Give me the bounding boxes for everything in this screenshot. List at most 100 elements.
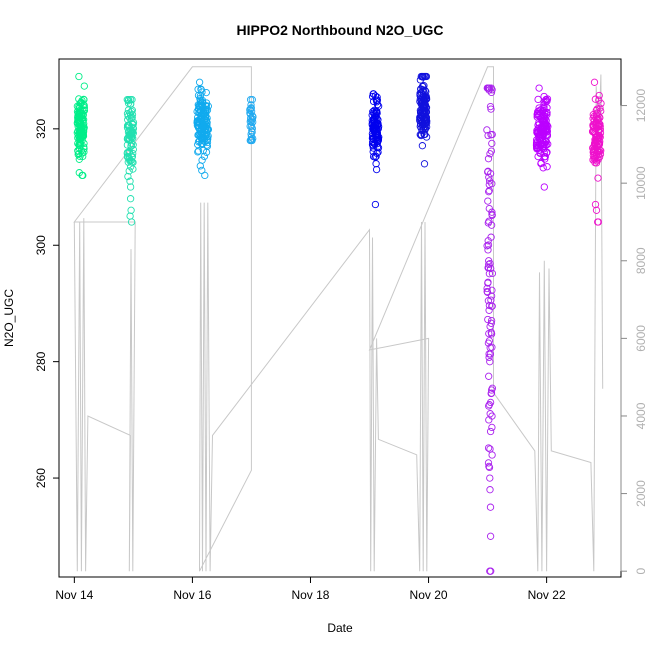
- data-point: [200, 152, 209, 161]
- data-point: [486, 398, 495, 407]
- data-point: [196, 92, 205, 100]
- data-point: [80, 96, 88, 104]
- data-point: [485, 463, 494, 472]
- data-point: [485, 353, 493, 362]
- data-point: [539, 164, 547, 172]
- data-point: [543, 163, 551, 171]
- data-point: [487, 296, 495, 304]
- y-tick-label: 260: [34, 468, 48, 488]
- y2-tick-label: 8000: [634, 247, 648, 274]
- data-point: [592, 106, 600, 115]
- data-point: [125, 167, 133, 175]
- data-point: [590, 78, 599, 86]
- data-point: [129, 158, 137, 167]
- data-point: [74, 134, 82, 142]
- data-point: [592, 122, 601, 131]
- data-point: [487, 84, 495, 92]
- points-layer: [73, 72, 605, 575]
- data-point: [535, 120, 543, 129]
- data-point: [80, 82, 88, 90]
- data-point: [485, 173, 493, 181]
- data-point: [591, 200, 600, 209]
- x-tick-label: Nov 20: [410, 588, 448, 602]
- data-point: [595, 147, 603, 156]
- data-point: [484, 84, 492, 92]
- data-point: [485, 372, 493, 380]
- data-point: [422, 95, 431, 103]
- data-point: [535, 107, 543, 115]
- data-point: [483, 242, 491, 250]
- data-point: [123, 135, 132, 143]
- data-point: [538, 131, 546, 139]
- data-point: [247, 133, 256, 141]
- x-axis-label: Date: [327, 621, 353, 635]
- data-point: [128, 96, 136, 104]
- data-point: [485, 402, 493, 410]
- data-point: [594, 114, 602, 123]
- data-point: [484, 131, 492, 140]
- data-point: [201, 126, 209, 134]
- data-point: [591, 135, 599, 144]
- data-point: [126, 195, 135, 203]
- data-point: [485, 416, 493, 424]
- series-6: [416, 72, 431, 168]
- data-point: [124, 106, 133, 114]
- x-tick-label: Nov 14: [55, 588, 93, 602]
- y-tick-label: 320: [34, 119, 48, 139]
- data-point: [421, 125, 429, 134]
- data-point: [484, 315, 492, 324]
- data-point: [124, 128, 133, 136]
- data-point: [485, 306, 493, 314]
- data-point: [594, 218, 602, 226]
- data-point: [75, 110, 84, 118]
- data-point: [594, 174, 602, 182]
- data-point: [202, 88, 210, 97]
- data-point: [485, 462, 493, 471]
- series-3: [193, 78, 213, 180]
- data-point: [537, 140, 545, 148]
- data-point: [488, 210, 496, 219]
- data-point: [203, 142, 212, 150]
- data-point: [127, 123, 135, 132]
- data-point: [483, 287, 491, 296]
- data-point: [596, 138, 604, 146]
- data-point: [126, 212, 134, 220]
- series-1: [73, 72, 89, 180]
- data-point: [487, 386, 496, 394]
- data-point: [590, 155, 599, 163]
- y2-tick-label: 4000: [634, 402, 648, 429]
- data-point: [370, 127, 378, 135]
- data-point: [248, 136, 256, 145]
- y-axis: 260 280 300 320: [34, 119, 60, 488]
- data-point: [543, 132, 552, 140]
- data-point: [201, 171, 209, 180]
- data-point: [534, 95, 542, 104]
- data-point: [540, 140, 549, 149]
- data-point: [485, 301, 494, 310]
- data-point: [592, 159, 601, 167]
- data-point: [416, 114, 424, 122]
- data-point: [534, 108, 542, 116]
- data-point: [596, 113, 604, 122]
- data-point: [483, 126, 491, 134]
- data-point: [485, 337, 494, 345]
- data-point: [369, 152, 378, 161]
- data-point: [77, 140, 85, 148]
- data-point: [483, 284, 491, 293]
- data-point: [488, 269, 497, 278]
- data-point: [487, 264, 495, 273]
- data-point: [485, 350, 493, 358]
- data-point: [422, 133, 431, 141]
- data-point: [374, 136, 382, 145]
- data-point: [417, 85, 425, 93]
- data-point: [543, 111, 551, 119]
- data-point: [487, 328, 495, 337]
- data-point: [595, 91, 603, 100]
- data-point: [485, 188, 493, 196]
- data-point: [537, 159, 545, 168]
- x-tick-label: Nov 16: [173, 588, 211, 602]
- data-point: [374, 116, 382, 124]
- data-point: [538, 141, 546, 149]
- data-point: [373, 143, 381, 152]
- data-point: [485, 204, 493, 213]
